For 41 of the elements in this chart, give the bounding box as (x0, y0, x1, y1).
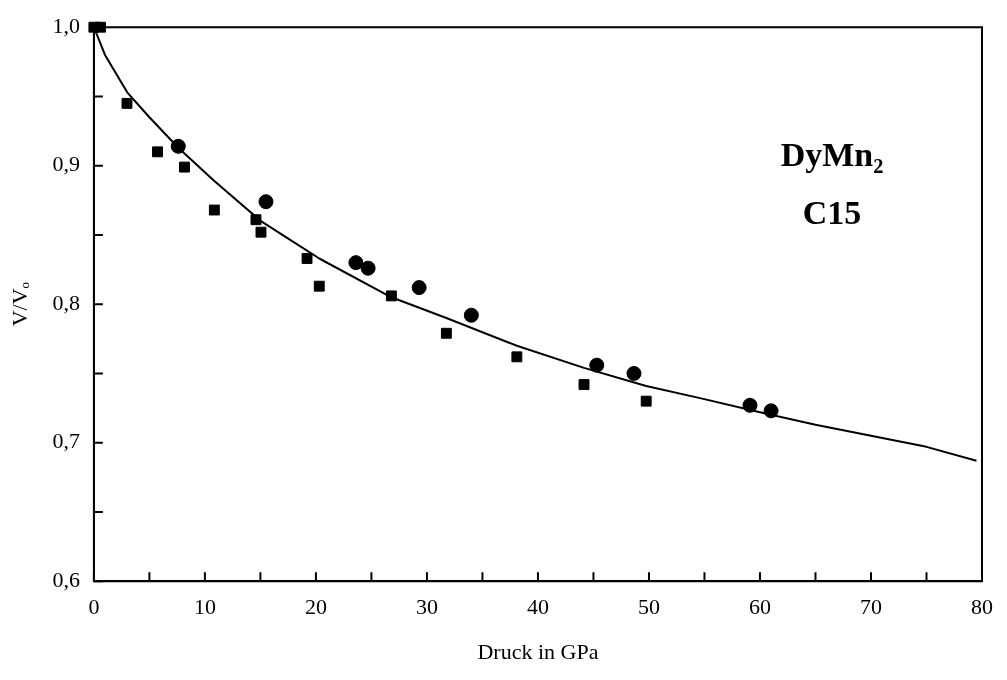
point (763, 403, 779, 419)
y-tick-label: 0,8 (52, 289, 80, 315)
x-tick-label: 30 (415, 594, 438, 620)
point (170, 138, 186, 154)
y-tick-label: 0,6 (52, 566, 80, 592)
point (411, 280, 427, 296)
x-tick-label: 70 (859, 594, 882, 620)
point (626, 365, 642, 381)
x-tick-label: 80 (971, 594, 993, 620)
point (742, 397, 758, 413)
point (152, 146, 163, 158)
x-tick-label: 0 (88, 594, 100, 620)
point (640, 395, 652, 407)
point (385, 290, 397, 302)
point (208, 204, 220, 216)
point (250, 214, 262, 226)
point (589, 357, 605, 373)
y-axis-title: V/Vₒ (6, 282, 32, 327)
point (440, 327, 452, 339)
point (313, 280, 325, 292)
point (258, 194, 274, 210)
x-tick-label: 20 (304, 594, 327, 620)
x-tick-label: 60 (748, 594, 771, 620)
y-tick-label: 0,9 (52, 151, 80, 177)
point (360, 260, 376, 276)
point (578, 379, 590, 390)
point (301, 253, 313, 264)
point (463, 307, 479, 323)
point (348, 255, 364, 271)
x-tick-label: 10 (193, 594, 216, 620)
y-tick-label: 1,0 (52, 12, 80, 38)
x-tick-label: 50 (637, 594, 660, 620)
annotation: C15 (802, 193, 862, 231)
x-axis-title: Druck in GPa (477, 638, 599, 664)
point (179, 161, 190, 173)
point (121, 97, 133, 109)
point (255, 226, 267, 238)
x-tick-label: 40 (526, 594, 549, 620)
point (511, 351, 523, 363)
y-tick-label: 0,7 (52, 428, 80, 454)
annotation: DyMn₂ (780, 135, 884, 173)
